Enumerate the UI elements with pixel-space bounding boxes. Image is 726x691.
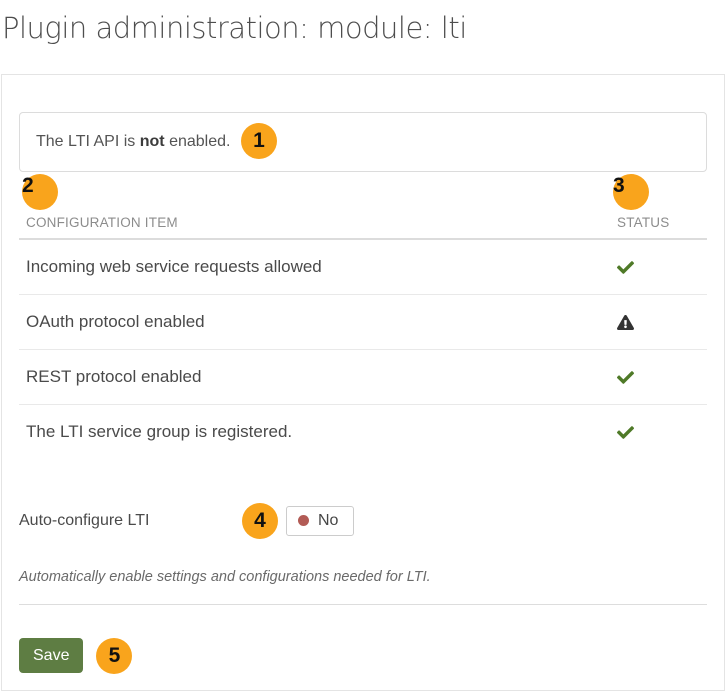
- auto-configure-switch[interactable]: No: [286, 505, 355, 536]
- auto-configure-row: Auto-configure LTI 4 No: [19, 502, 707, 539]
- save-button[interactable]: Save: [19, 638, 84, 674]
- column-header-label: STATUS: [617, 214, 670, 230]
- config-item-label: The LTI service group is registered.: [19, 403, 601, 459]
- column-header-label: CONFIGURATION ITEM: [26, 214, 178, 230]
- config-item-label: REST protocol enabled: [19, 348, 601, 405]
- status-cell: [601, 293, 707, 350]
- status-cell: [601, 403, 707, 459]
- switch-value: No: [318, 511, 339, 529]
- auto-configure-label: Auto-configure LTI: [19, 511, 150, 529]
- column-header-status: 3 STATUS: [601, 173, 707, 240]
- alert-text-prefix: The LTI API is: [36, 132, 140, 150]
- plugin-config-panel: The LTI API is not enabled. 1 2 CONFIGUR…: [1, 73, 725, 691]
- column-header-configuration-item: 2 CONFIGURATION ITEM: [19, 173, 601, 240]
- lti-api-alert: The LTI API is not enabled. 1: [19, 111, 707, 172]
- table-row: OAuth protocol enabled: [19, 293, 707, 350]
- annotation-badge-2: 2: [22, 173, 58, 210]
- check-icon: [617, 422, 634, 441]
- annotation-badge-1: 1: [241, 122, 277, 159]
- table-row: The LTI service group is registered.: [19, 403, 707, 459]
- check-icon: [617, 257, 634, 276]
- alert-text-bold: not: [139, 132, 165, 150]
- switch-off-dot-icon: [298, 515, 309, 527]
- annotation-badge-5: 5: [96, 637, 133, 674]
- annotation-badge-4: 4: [242, 502, 278, 539]
- alert-text-suffix: enabled.: [164, 132, 231, 150]
- status-cell: [601, 348, 707, 405]
- warning-icon: [617, 312, 634, 331]
- status-cell: [601, 239, 707, 295]
- check-icon: [617, 367, 634, 386]
- table-header-row: 2 CONFIGURATION ITEM 3 STATUS: [19, 173, 707, 240]
- configuration-status-table: 2 CONFIGURATION ITEM 3 STATUS Incoming w…: [19, 173, 707, 459]
- page-title: Plugin administration: module: lti: [2, 11, 467, 45]
- annotation-badge-3: 3: [613, 173, 649, 210]
- config-item-label: OAuth protocol enabled: [19, 293, 601, 350]
- save-row: Save 5: [19, 637, 707, 674]
- form-divider: [19, 603, 707, 605]
- table-row: Incoming web service requests allowed: [19, 239, 707, 295]
- table-row: REST protocol enabled: [19, 348, 707, 405]
- auto-configure-description: Automatically enable settings and config…: [19, 568, 431, 585]
- config-item-label: Incoming web service requests allowed: [26, 256, 322, 276]
